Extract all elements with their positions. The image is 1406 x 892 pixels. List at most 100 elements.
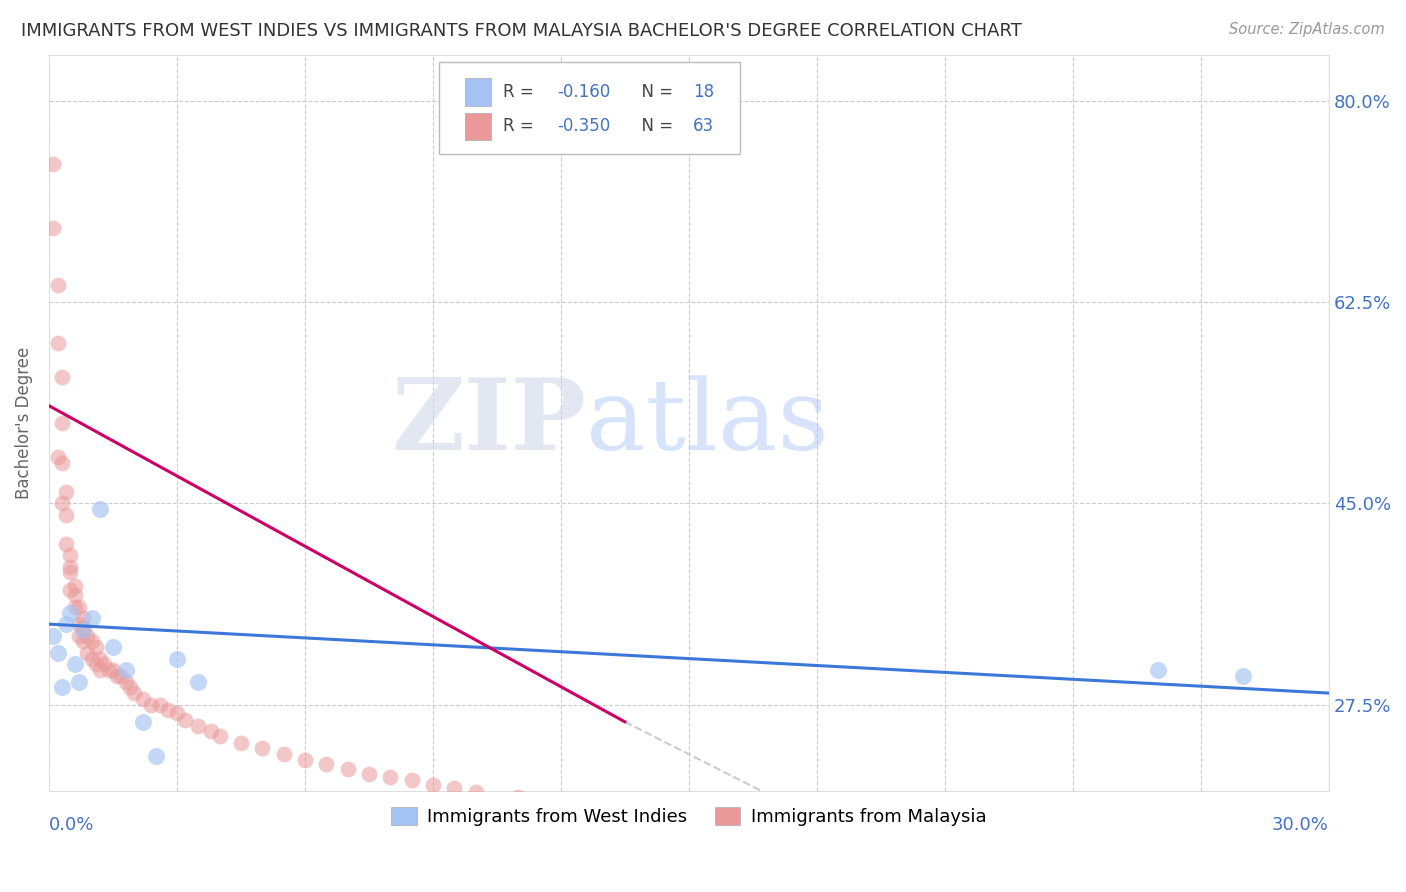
Point — [46, 335, 69, 350]
Point — [273, 747, 295, 761]
Point — [76, 646, 98, 660]
Point — [67, 674, 90, 689]
Point — [72, 623, 94, 637]
Point — [422, 778, 444, 792]
Point — [55, 508, 77, 522]
Text: ZIP: ZIP — [392, 375, 586, 472]
Point — [55, 617, 77, 632]
Point — [46, 450, 69, 465]
Point — [46, 646, 69, 660]
Point — [114, 674, 136, 689]
Point — [141, 698, 163, 712]
Point — [42, 220, 65, 235]
Point — [55, 484, 77, 499]
Point — [42, 629, 65, 643]
Point — [464, 785, 486, 799]
Point — [145, 749, 167, 764]
Text: Source: ZipAtlas.com: Source: ZipAtlas.com — [1229, 22, 1385, 37]
Legend: Immigrants from West Indies, Immigrants from Malaysia: Immigrants from West Indies, Immigrants … — [384, 799, 994, 833]
Text: IMMIGRANTS FROM WEST INDIES VS IMMIGRANTS FROM MALAYSIA BACHELOR'S DEGREE CORREL: IMMIGRANTS FROM WEST INDIES VS IMMIGRANT… — [21, 22, 1022, 40]
Point — [63, 579, 86, 593]
Point — [89, 502, 111, 516]
Point — [84, 657, 107, 672]
Point — [174, 713, 197, 727]
Point — [80, 611, 103, 625]
Point — [80, 651, 103, 665]
Text: -0.160: -0.160 — [557, 83, 610, 101]
Point — [97, 663, 120, 677]
Point — [401, 773, 423, 788]
Text: N =: N = — [631, 118, 679, 136]
Point — [380, 770, 402, 784]
Point — [149, 698, 172, 712]
Text: R =: R = — [503, 83, 540, 101]
Point — [132, 714, 155, 729]
Point — [443, 781, 465, 796]
Point — [46, 278, 69, 293]
Point — [72, 611, 94, 625]
Point — [76, 629, 98, 643]
Point — [63, 588, 86, 602]
Point — [59, 548, 82, 562]
Point — [42, 157, 65, 171]
Point — [101, 640, 124, 654]
Point — [508, 789, 530, 804]
Point — [315, 757, 337, 772]
Text: R =: R = — [503, 118, 540, 136]
Text: 63: 63 — [693, 118, 714, 136]
Text: 18: 18 — [693, 83, 714, 101]
Point — [51, 681, 73, 695]
Point — [67, 599, 90, 614]
Point — [208, 729, 231, 743]
Point — [84, 640, 107, 654]
Point — [59, 559, 82, 574]
Point — [89, 651, 111, 665]
Point — [51, 456, 73, 470]
Point — [229, 735, 252, 749]
Point — [59, 566, 82, 580]
Point — [294, 753, 316, 767]
Text: 0.0%: 0.0% — [49, 816, 94, 834]
Point — [67, 629, 90, 643]
Point — [89, 663, 111, 677]
Text: atlas: atlas — [586, 375, 830, 471]
Point — [55, 536, 77, 550]
Point — [59, 606, 82, 620]
Point — [132, 691, 155, 706]
Point — [51, 370, 73, 384]
Point — [336, 762, 359, 776]
Point — [72, 621, 94, 635]
Point — [51, 496, 73, 510]
Point — [110, 669, 132, 683]
Point — [101, 663, 124, 677]
Point — [200, 724, 222, 739]
Point — [1147, 663, 1170, 677]
Point — [67, 617, 90, 632]
Text: N =: N = — [631, 83, 679, 101]
Y-axis label: Bachelor's Degree: Bachelor's Degree — [15, 347, 32, 500]
Point — [72, 634, 94, 648]
Point — [252, 741, 274, 756]
Point — [1232, 669, 1254, 683]
Point — [357, 766, 380, 780]
Point — [63, 657, 86, 672]
Point — [93, 657, 115, 672]
Point — [166, 651, 188, 665]
Point — [187, 719, 209, 733]
Point — [80, 634, 103, 648]
Point — [157, 703, 180, 717]
Point — [118, 681, 141, 695]
Text: 30.0%: 30.0% — [1272, 816, 1329, 834]
Bar — [465, 112, 491, 140]
Point — [59, 582, 82, 597]
Point — [166, 706, 188, 720]
Bar — [465, 78, 491, 106]
Point — [51, 416, 73, 430]
Text: -0.350: -0.350 — [557, 118, 610, 136]
FancyBboxPatch shape — [439, 62, 740, 154]
Point — [124, 686, 146, 700]
Point — [63, 599, 86, 614]
Point — [114, 663, 136, 677]
Point — [105, 669, 128, 683]
Point — [187, 674, 209, 689]
